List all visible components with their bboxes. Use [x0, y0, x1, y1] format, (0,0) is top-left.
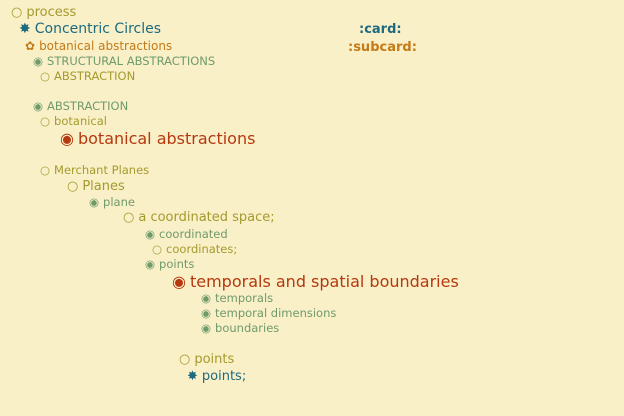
heading-label: boundaries	[215, 321, 280, 335]
heading-points-2[interactable]: ○ points	[179, 353, 234, 366]
circle-outline-icon: ○	[67, 179, 79, 194]
circle-outline-icon: ○	[40, 163, 51, 177]
heading-label: a coordinated space;	[138, 210, 275, 225]
heading-label: points;	[201, 369, 247, 384]
heading-botanical[interactable]: ○ botanical	[40, 114, 107, 128]
heading-botanical-abstractions-large[interactable]: ◉ botanical abstractions	[60, 131, 255, 147]
radio-filled-icon: ◉	[172, 272, 186, 291]
heading-abstraction-2[interactable]: ◉ ABSTRACTION	[33, 99, 129, 113]
heading-label: botanical	[54, 114, 107, 128]
heading-label: coordinated	[159, 227, 228, 241]
heading-label: points	[194, 352, 235, 367]
heading-structural-abstractions[interactable]: ◉ STRUCTURAL ABSTRACTIONS	[33, 54, 216, 68]
heading-label: plane	[103, 195, 135, 209]
heading-points-3[interactable]: ✸ points;	[187, 370, 246, 383]
heading-label: temporals	[215, 291, 274, 305]
circle-outline-icon: ○	[179, 352, 191, 367]
heading-plane[interactable]: ◉ plane	[89, 195, 135, 209]
circle-outline-icon: ○	[152, 242, 163, 256]
radio-filled-icon: ◉	[33, 99, 44, 113]
heading-label: ABSTRACTION	[47, 99, 129, 113]
heading-temporal-dimensions[interactable]: ◉ temporal dimensions	[201, 306, 337, 320]
heading-label: temporals and spatial boundaries	[189, 272, 459, 291]
circle-outline-icon: ○	[40, 69, 51, 83]
radio-filled-icon: ◉	[201, 306, 212, 320]
heading-points[interactable]: ◉ points	[145, 257, 195, 271]
heading-abstraction-1[interactable]: ○ ABSTRACTION	[40, 69, 136, 83]
radio-filled-icon: ◉	[201, 291, 212, 305]
flower-icon: ✿	[25, 39, 36, 53]
radio-filled-icon: ◉	[145, 227, 156, 241]
heading-process[interactable]: ○ process	[11, 6, 76, 19]
heading-label: points	[159, 257, 195, 271]
heading-botanical-abstractions[interactable]: ✿ botanical abstractions	[25, 40, 172, 52]
radio-filled-icon: ◉	[201, 321, 212, 335]
circle-outline-icon: ○	[123, 210, 135, 225]
heading-label: botanical abstractions	[77, 129, 256, 148]
heading-coordinated[interactable]: ◉ coordinated	[145, 227, 228, 241]
radio-filled-icon: ◉	[60, 129, 74, 148]
circle-outline-icon: ○	[11, 5, 23, 20]
tag-card: :card:	[359, 22, 402, 37]
heading-temporals-spatial-boundaries[interactable]: ◉ temporals and spatial boundaries	[172, 274, 459, 290]
heading-coordinates[interactable]: ○ coordinates;	[152, 242, 238, 256]
heading-planes[interactable]: ○ Planes	[67, 180, 125, 193]
heading-concentric-circles[interactable]: ✸ Concentric Circles	[19, 22, 161, 36]
tag-subcard: :subcard:	[348, 40, 417, 55]
asterisk-burst-icon: ✸	[187, 369, 198, 384]
asterisk-burst-icon: ✸	[19, 21, 31, 37]
heading-label: ABSTRACTION	[54, 69, 136, 83]
radio-filled-icon: ◉	[145, 257, 156, 271]
heading-label: botanical abstractions	[39, 39, 173, 53]
radio-filled-icon: ◉	[89, 195, 100, 209]
heading-label: Planes	[82, 179, 125, 194]
heading-label: Merchant Planes	[54, 163, 150, 177]
heading-temporals[interactable]: ◉ temporals	[201, 291, 274, 305]
circle-outline-icon: ○	[40, 114, 51, 128]
heading-label: Concentric Circles	[34, 21, 162, 37]
heading-label: STRUCTURAL ABSTRACTIONS	[47, 54, 216, 68]
heading-label: process	[26, 5, 77, 20]
radio-filled-icon: ◉	[33, 54, 44, 68]
heading-label: coordinates;	[166, 242, 238, 256]
heading-coordinated-space[interactable]: ○ a coordinated space;	[123, 211, 275, 224]
heading-merchant-planes[interactable]: ○ Merchant Planes	[40, 163, 150, 177]
heading-boundaries[interactable]: ◉ boundaries	[201, 321, 280, 335]
heading-label: temporal dimensions	[215, 306, 337, 320]
